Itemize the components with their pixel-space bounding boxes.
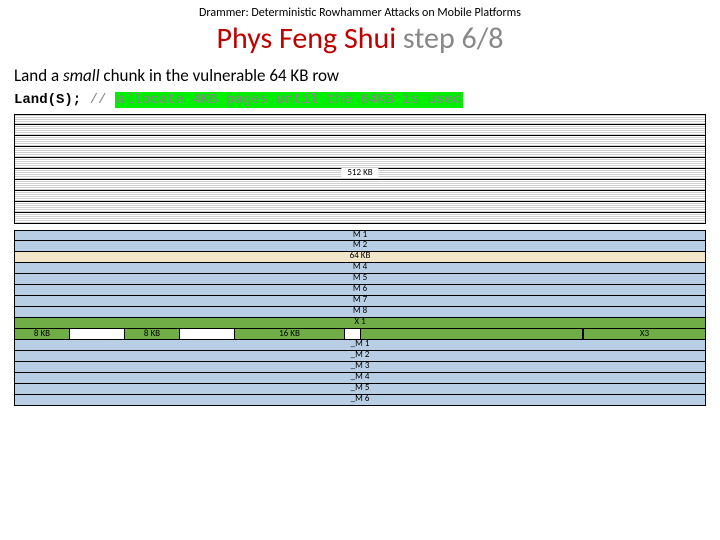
- hatch-row: [14, 136, 706, 147]
- tail-row-label: _M 6: [351, 394, 370, 404]
- m-row-label: M 6: [353, 284, 367, 294]
- code-line: Land(S); // allocate 4KB pages until the…: [0, 92, 720, 114]
- m-row-label: M 5: [353, 273, 367, 283]
- big-block-label: 512 KB: [341, 168, 378, 178]
- hatch-row: 512 KB: [14, 169, 706, 180]
- segment-cell: 8 KB: [15, 329, 70, 339]
- subtitle: Land a small chunk in the vulnerable 64 …: [0, 57, 720, 92]
- segment-cell: 8 KB: [125, 329, 180, 339]
- m-row-label: M 7: [353, 295, 367, 305]
- segment-cell: [180, 329, 235, 339]
- tail-row-label: _M 3: [351, 361, 370, 371]
- tail-row-label: _M 5: [351, 383, 370, 393]
- segment-label: 16 KB: [279, 329, 300, 339]
- hatch-row: [14, 125, 706, 136]
- tail-row-label: _M 1: [351, 339, 370, 349]
- subtitle-post: chunk in the vulnerable 64 KB row: [100, 65, 339, 86]
- m-row-label: M 2: [353, 240, 367, 250]
- segment-label: 8 KB: [34, 329, 50, 339]
- m-row-label: M 8: [353, 306, 367, 316]
- segment-cell: [70, 329, 125, 339]
- m-row-label: 64 KB: [350, 251, 371, 261]
- code-highlight: allocate 4KB pages until the 64KB is use…: [115, 92, 463, 108]
- code-cmd: Land(S);: [14, 92, 81, 108]
- tail-row-label: _M 2: [351, 350, 370, 360]
- segment-label: X3: [640, 329, 649, 339]
- hatch-row: [14, 114, 706, 125]
- m-row-label: M 4: [353, 262, 367, 272]
- hatch-row: [14, 191, 706, 202]
- hatch-row: [14, 202, 706, 213]
- title-step: step 6/8: [396, 20, 503, 57]
- segment-cell: X3: [583, 329, 705, 339]
- tail-row: _M 6: [14, 395, 706, 406]
- segment-cell: [361, 329, 583, 339]
- tail-row-label: _M 4: [351, 372, 370, 382]
- title-accent: Phys Feng Shui: [216, 20, 396, 57]
- page-header: Drammer: Deterministic Rowhammer Attacks…: [0, 0, 720, 20]
- hatch-row: [14, 147, 706, 158]
- subtitle-pre: Land a: [14, 65, 63, 86]
- segment-label: 8 KB: [144, 329, 160, 339]
- segment-cell: 16 KB: [235, 329, 345, 339]
- m-row-label: X 1: [354, 317, 365, 327]
- page-title: Phys Feng Shui step 6/8: [0, 20, 720, 57]
- code-slash: //: [81, 92, 115, 108]
- subtitle-em: small: [63, 65, 100, 86]
- m-row: X 1: [14, 318, 706, 329]
- hatch-row: [14, 180, 706, 191]
- memory-diagram: 512 KBM 1M 264 KBM 4M 5M 6M 7M 8X 18 KB8…: [14, 114, 706, 406]
- hatch-row: [14, 213, 706, 224]
